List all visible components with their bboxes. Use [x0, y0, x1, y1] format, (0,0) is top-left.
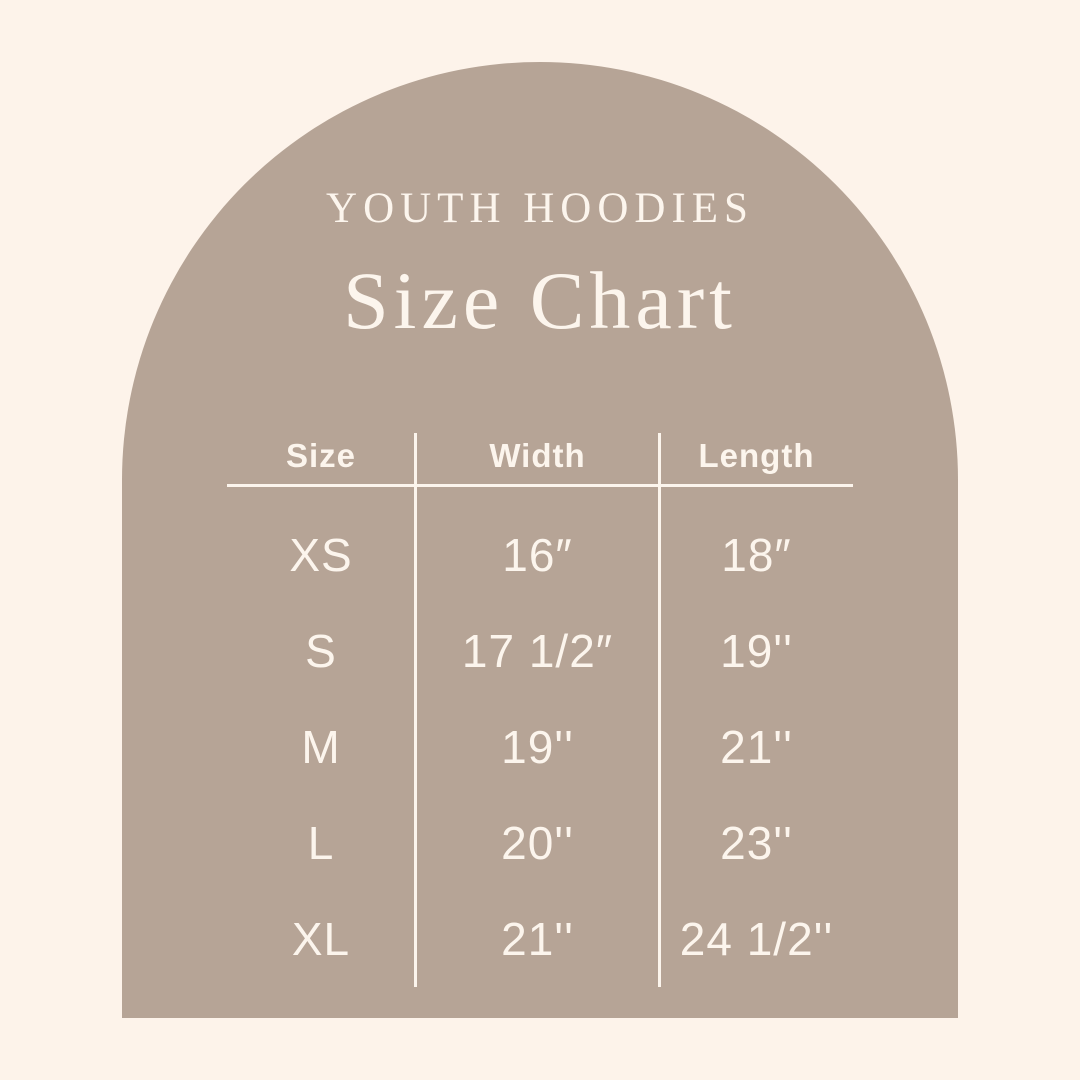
cell-size: M: [301, 721, 341, 773]
size-table: Size Width Length XS 16″ 18″ S 17 1/2″ 1…: [227, 428, 853, 990]
column-header-size: Size: [285, 437, 357, 474]
cell-size: L: [307, 817, 335, 869]
cell-length: 19'': [720, 625, 793, 677]
table-header-row: Size Width Length: [227, 428, 853, 484]
cell-length: 21'': [720, 721, 793, 773]
poster-subtitle: YOUTH HOODIES: [326, 185, 754, 232]
cell-size: XL: [291, 913, 351, 965]
cell-size: XS: [289, 529, 353, 581]
column-divider-1: [414, 433, 417, 987]
table-row: XS 16″ 18″: [227, 507, 853, 603]
cell-size: S: [305, 625, 337, 677]
cell-width: 17 1/2″: [461, 625, 614, 677]
table-row: S 17 1/2″ 19'': [227, 603, 853, 699]
column-header-width: Width: [489, 437, 586, 474]
arch-panel: YOUTH HOODIES Size Chart Size Width Leng…: [122, 62, 958, 1018]
page-title: Size Chart: [343, 255, 737, 346]
cell-width: 20'': [501, 817, 574, 869]
column-divider-2: [658, 433, 661, 987]
cell-width: 19'': [501, 721, 574, 773]
table-row: L 20'' 23'': [227, 795, 853, 891]
table-row: M 19'' 21'': [227, 699, 853, 795]
cell-width: 21'': [501, 913, 574, 965]
cell-length: 18″: [721, 529, 792, 581]
cell-length: 24 1/2'': [679, 913, 834, 965]
header-rule: [227, 484, 853, 487]
column-header-length: Length: [698, 437, 815, 474]
table-body: XS 16″ 18″ S 17 1/2″ 19'' M 19'' 21'' L …: [227, 507, 853, 987]
cell-length: 23'': [720, 817, 793, 869]
table-row: XL 21'' 24 1/2'': [227, 891, 853, 987]
cell-width: 16″: [502, 529, 573, 581]
